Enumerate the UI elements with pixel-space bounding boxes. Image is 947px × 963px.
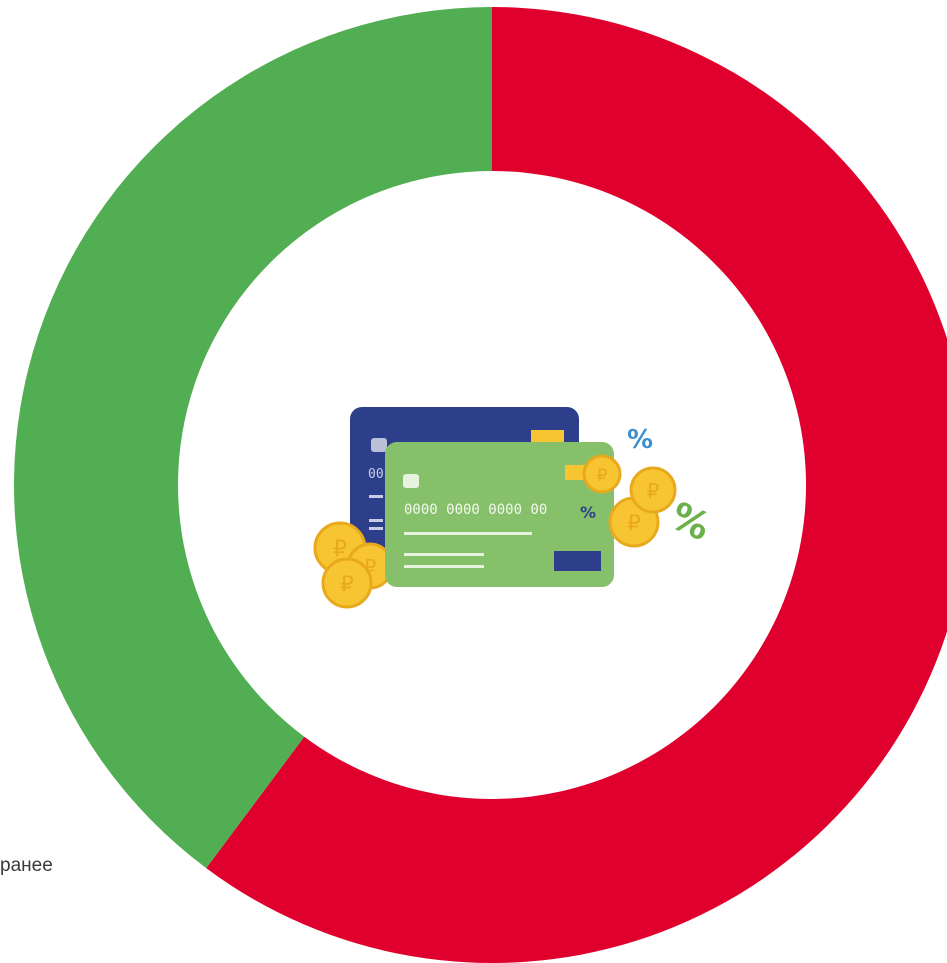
svg-text:₽: ₽ bbox=[340, 572, 353, 596]
card-front-line bbox=[404, 553, 484, 556]
svg-text:₽: ₽ bbox=[333, 537, 347, 562]
card-front-line bbox=[404, 532, 532, 535]
card-front-chip bbox=[403, 474, 419, 488]
card-back-chip bbox=[371, 438, 387, 452]
card-back-line bbox=[369, 495, 383, 498]
donut-slices bbox=[13, 7, 947, 963]
credit-cards-illustration: 00 ₽ ₽ ₽ 0000 0000 0000 00 ₽ bbox=[313, 407, 717, 609]
donut-slice-2 bbox=[13, 7, 492, 869]
svg-text:₽: ₽ bbox=[627, 511, 640, 535]
percent-icon: % bbox=[580, 503, 596, 522]
svg-text:₽: ₽ bbox=[597, 466, 608, 486]
legend-entry-label: ранее bbox=[0, 855, 53, 876]
donut-slice-1 bbox=[206, 7, 947, 963]
percent-icon: % bbox=[627, 425, 653, 455]
card-front-badge bbox=[554, 551, 601, 571]
card-back-digits: 00 bbox=[368, 467, 384, 482]
ruble-coin-icon: ₽ bbox=[321, 557, 373, 609]
card-back-line bbox=[369, 519, 383, 522]
ruble-coin-icon: ₽ bbox=[582, 454, 622, 494]
card-back-line bbox=[369, 527, 383, 530]
svg-text:₽: ₽ bbox=[647, 479, 660, 503]
ruble-coin-icon: ₽ bbox=[629, 466, 677, 514]
card-front-icon bbox=[385, 442, 614, 587]
card-front-digits: 0000 0000 0000 00 bbox=[404, 502, 547, 518]
card-front-line bbox=[404, 565, 484, 568]
